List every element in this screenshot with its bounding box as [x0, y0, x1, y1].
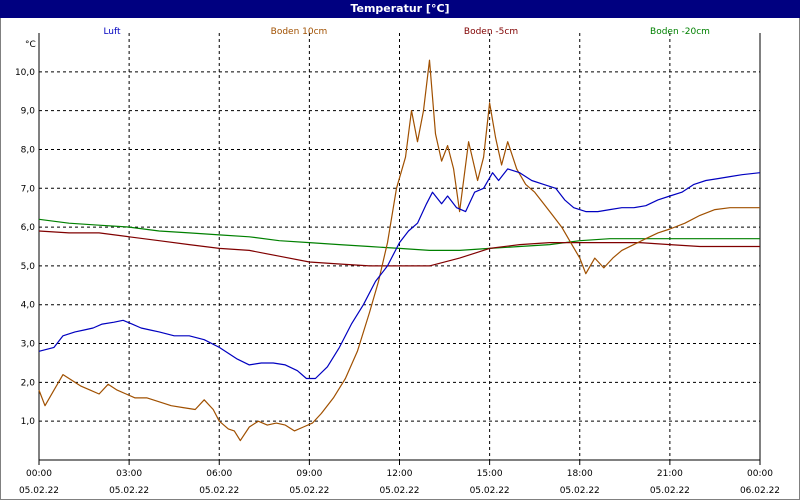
y-tick-label: 6,0: [21, 223, 36, 233]
x-tick-date: 05.02.22: [109, 486, 149, 496]
x-tick-time: 06:00: [206, 469, 232, 479]
x-tick-date: 05.02.22: [379, 486, 419, 496]
y-tick-label: 9,0: [21, 107, 36, 117]
series-line-boden-20cm: [38, 218, 760, 251]
y-tick-label: 7,0: [21, 184, 36, 194]
x-tick-date: 05.02.22: [470, 486, 510, 496]
x-tick-time: 00:00: [26, 469, 52, 479]
y-tick-label: 5,0: [21, 262, 36, 272]
x-tick-time: 21:00: [657, 469, 683, 479]
y-tick-label: 2,0: [21, 378, 36, 388]
y-tick-label: 8,0: [21, 145, 36, 155]
y-tick-label: 3,0: [21, 340, 36, 350]
legend-label: Luft: [103, 27, 121, 37]
x-tick-time: 00:00: [747, 469, 773, 479]
y-tick-label: 10,0: [15, 68, 35, 78]
x-tick-time: 15:00: [477, 469, 503, 479]
y-tick-label: 4,0: [21, 301, 36, 311]
legend-label: Boden -5cm: [464, 27, 518, 37]
y-tick-label: 1,0: [21, 417, 36, 427]
legend-label: Boden 10cm: [271, 27, 328, 37]
y-axis-unit: °C: [25, 40, 36, 50]
x-tick-date: 05.02.22: [19, 486, 59, 496]
series-line-boden-5cm: [38, 230, 760, 267]
x-tick-date: 05.02.22: [199, 486, 239, 496]
x-tick-time: 03:00: [116, 469, 142, 479]
series-line-boden-10cm: [38, 59, 760, 442]
x-tick-date: 05.02.22: [650, 486, 690, 496]
x-tick-time: 12:00: [387, 469, 413, 479]
legend-label: Boden -20cm: [650, 27, 710, 37]
series-line-luft: [38, 168, 761, 380]
chart-title: Temperatur [°C]: [0, 0, 800, 18]
x-tick-date: 05.02.22: [289, 486, 329, 496]
x-tick-date: 06.02.22: [740, 486, 780, 496]
x-tick-date: 05.02.22: [560, 486, 600, 496]
x-tick-time: 18:00: [567, 469, 593, 479]
x-tick-time: 09:00: [296, 469, 322, 479]
